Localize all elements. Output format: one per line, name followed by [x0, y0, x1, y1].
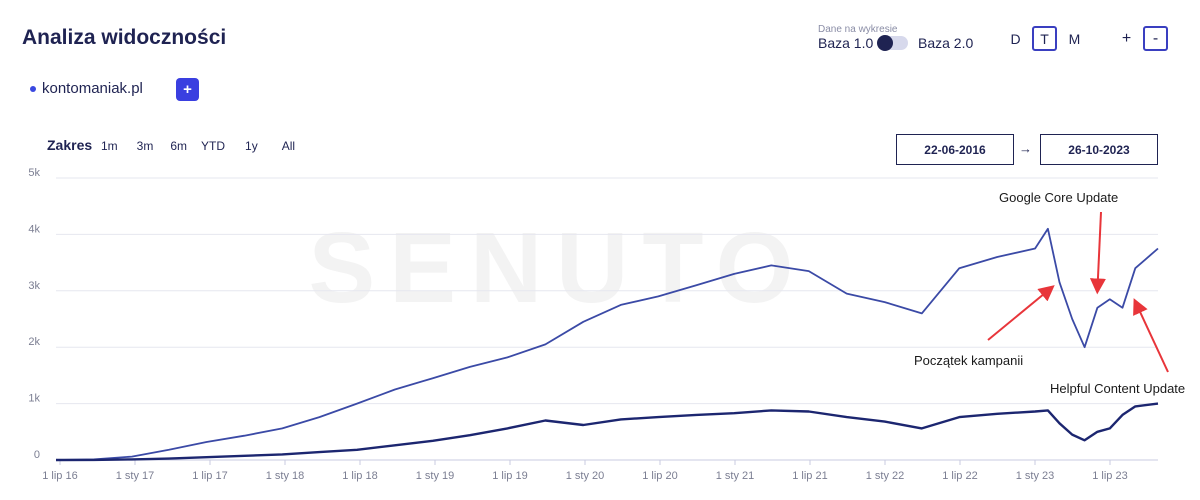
toggle-knob — [877, 35, 893, 51]
x-tick-label: 1 sty 20 — [566, 470, 605, 482]
x-tick-label: 1 sty 17 — [116, 470, 155, 482]
y-tick-label: 0 — [34, 449, 40, 461]
range-ytd[interactable]: YTD — [201, 139, 226, 153]
y-tick-label: 2k — [28, 336, 40, 348]
date-from-input[interactable]: 22-06-2016 — [896, 134, 1014, 165]
period-month-button[interactable]: M — [1068, 30, 1081, 47]
axis-layer: 0 1k 2k 3k 4k 5k 1 lip 16 1 sty 17 1 lip 17 1 sty… — [28, 167, 1158, 482]
range-3m[interactable]: 3m — [136, 139, 154, 153]
baza1-label: Baza 1.0 — [818, 35, 874, 51]
watermark: SENUTO — [309, 212, 808, 324]
series-line-1 — [55, 227, 1159, 461]
domain-dot-icon — [30, 85, 36, 92]
period-day-button[interactable]: D — [1010, 30, 1021, 47]
x-tick-label: 1 lip 17 — [192, 470, 227, 482]
x-tick-label: 1 sty 23 — [1016, 470, 1055, 482]
x-tick-label: 1 sty 19 — [416, 470, 455, 482]
range-all[interactable]: All — [281, 139, 296, 153]
x-tick-label: 1 lip 21 — [792, 470, 827, 482]
annotation-label: Google Core Update — [999, 190, 1118, 205]
data-source-label: Dane na wykresie — [818, 24, 898, 35]
x-tick-label: 1 lip 22 — [942, 470, 977, 482]
add-domain-button[interactable]: + — [176, 78, 199, 101]
range-label: Zakres — [47, 137, 93, 153]
zoom-in-button[interactable]: + — [1121, 29, 1132, 47]
domain-tag[interactable]: kontomaniak.pl — [30, 80, 143, 97]
y-tick-label: 1k — [28, 393, 40, 405]
date-range-arrow-icon: → — [1019, 141, 1032, 156]
annotation-label: Helpful Content Update — [1050, 381, 1185, 396]
annotation-arrow — [1089, 211, 1106, 295]
x-tick-label: 1 sty 18 — [266, 470, 305, 482]
range-options: 1m 3m 6m YTD 1y All — [101, 139, 295, 153]
y-tick-label: 4k — [28, 223, 40, 235]
range-6m[interactable]: 6m — [170, 139, 188, 153]
annotation-arrow — [987, 285, 1055, 341]
period-week-button[interactable]: T — [1032, 26, 1057, 51]
annotation-layer: Google Core Update Początek kampanii Helpf… — [914, 190, 1185, 396]
annotation-label: Początek kampanii — [914, 353, 1023, 368]
x-tick-label: 1 lip 23 — [1092, 470, 1127, 482]
range-1m[interactable]: 1m — [101, 139, 118, 153]
range-1y[interactable]: 1y — [245, 139, 258, 153]
x-tick-label: 1 sty 22 — [866, 470, 905, 482]
x-tick-label: 1 lip 16 — [42, 470, 77, 482]
baza2-label: Baza 2.0 — [918, 35, 974, 51]
annotation-arrow — [1133, 298, 1169, 373]
x-tick-label: 1 lip 18 — [342, 470, 377, 482]
database-toggle[interactable] — [877, 35, 908, 51]
y-tick-label: 5k — [28, 167, 40, 179]
y-tick-label: 3k — [28, 280, 40, 292]
date-to-input[interactable]: 26-10-2023 — [1040, 134, 1158, 165]
x-tick-label: 1 lip 20 — [642, 470, 677, 482]
x-tick-label: 1 lip 19 — [492, 470, 527, 482]
series-layer — [55, 227, 1159, 462]
zoom-out-button[interactable]: - — [1143, 26, 1168, 51]
page-title: Analiza widoczności — [22, 26, 227, 49]
x-tick-label: 1 sty 21 — [716, 470, 755, 482]
domain-name: kontomaniak.pl — [42, 80, 143, 97]
series-line-2 — [55, 402, 1159, 462]
